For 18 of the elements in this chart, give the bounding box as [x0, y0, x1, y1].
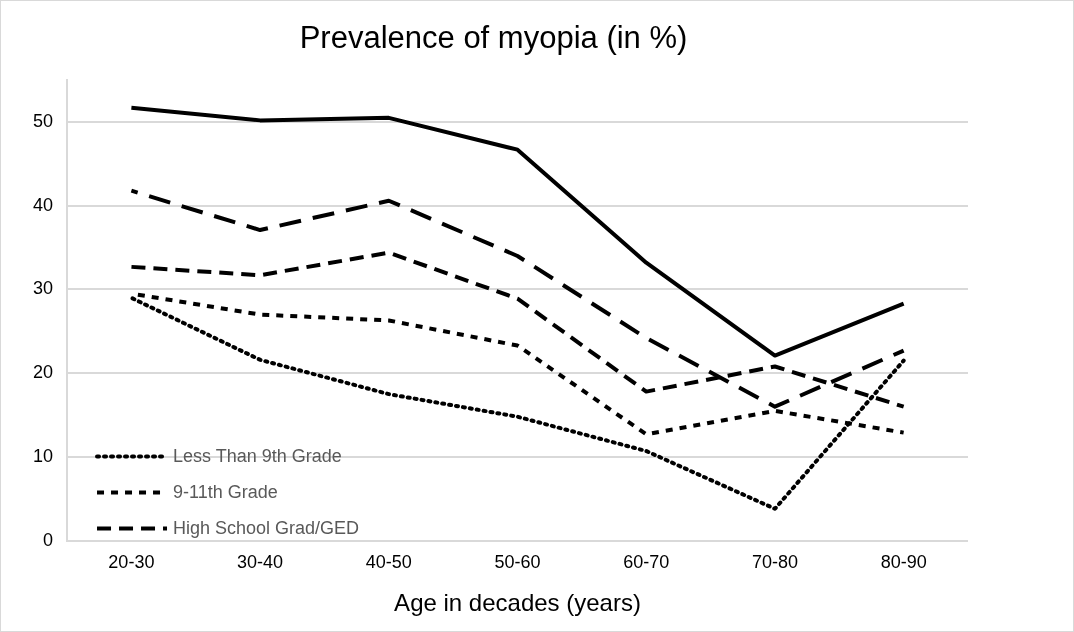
y-tick-label: 40 [32, 194, 54, 215]
legend-label: 9-11th Grade [173, 481, 278, 502]
y-tick-label: 20 [32, 362, 54, 383]
y-tick-label: 10 [32, 445, 54, 466]
y-tick-label: 0 [43, 529, 54, 550]
x-axis-title: Age in decades (years) [394, 589, 641, 617]
x-tick-label: 60-70 [623, 552, 670, 573]
x-tick-label: 40-50 [365, 552, 412, 573]
x-tick-label: 80-90 [880, 552, 927, 573]
y-tick-label: 30 [32, 278, 54, 299]
legend-label: Less Than 9th Grade [173, 445, 342, 466]
chart-title: Prevalence of myopia (in %) [299, 20, 688, 56]
x-tick-label: 70-80 [751, 552, 798, 573]
x-tick-label: 50-60 [494, 552, 541, 573]
x-tick-label: 30-40 [237, 552, 284, 573]
legend-label: High School Grad/GED [173, 517, 360, 538]
x-tick-label: 20-30 [108, 552, 155, 573]
y-tick-label: 50 [32, 111, 54, 132]
